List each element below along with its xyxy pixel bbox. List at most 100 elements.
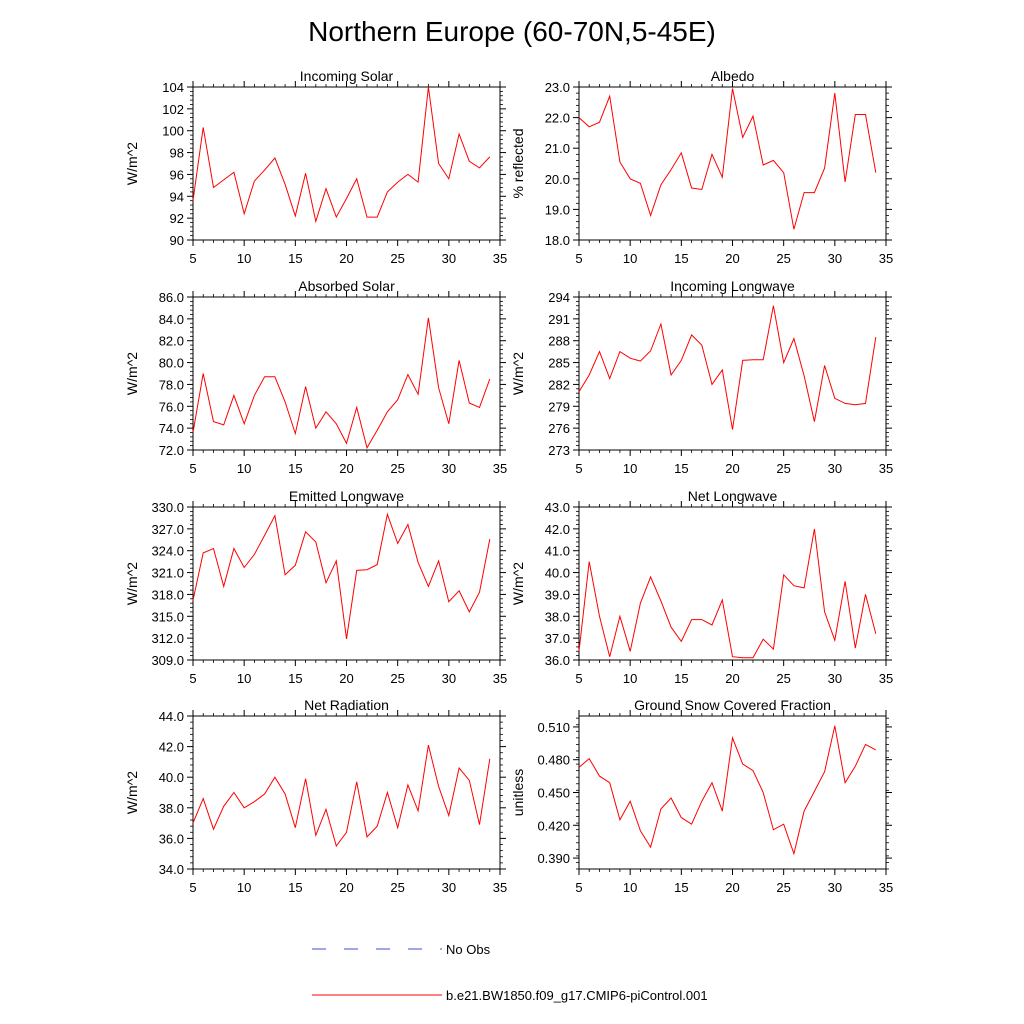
x-tick-label: 35 bbox=[493, 251, 507, 266]
x-tick-label: 10 bbox=[623, 880, 637, 895]
x-tick-label: 10 bbox=[623, 251, 637, 266]
x-tick-label: 10 bbox=[237, 671, 251, 686]
y-axis-label: W/m^2 bbox=[510, 352, 526, 395]
figure-title: Northern Europe (60-70N,5-45E) bbox=[308, 16, 716, 47]
y-axis-label: W/m^2 bbox=[124, 352, 140, 395]
x-tick-label: 30 bbox=[828, 880, 842, 895]
y-tick-label: 76.0 bbox=[159, 399, 184, 414]
y-tick-label: 92 bbox=[170, 211, 184, 226]
x-tick-label: 5 bbox=[575, 251, 582, 266]
x-tick-label: 15 bbox=[674, 251, 688, 266]
x-tick-label: 35 bbox=[879, 461, 893, 476]
y-tick-label: 34.0 bbox=[159, 862, 184, 877]
plot-frame bbox=[578, 506, 887, 661]
y-tick-label: 94 bbox=[170, 189, 184, 204]
y-axis-label: unitless bbox=[510, 769, 526, 816]
x-tick-label: 10 bbox=[237, 880, 251, 895]
x-tick-label: 35 bbox=[493, 461, 507, 476]
x-tick-label: 10 bbox=[623, 671, 637, 686]
x-tick-label: 10 bbox=[237, 461, 251, 476]
x-tick-label: 20 bbox=[339, 251, 353, 266]
panel-title: Absorbed Solar bbox=[298, 278, 395, 294]
plot-frame bbox=[578, 86, 887, 241]
chart-panel: Absorbed Solar W/m^2 5 10 15 20 25 30 35 72.0 74.0… bbox=[124, 278, 507, 476]
y-tick-label: 21.0 bbox=[545, 141, 570, 156]
y-tick-label: 104 bbox=[162, 80, 184, 95]
panel-title: Emitted Longwave bbox=[289, 488, 404, 504]
x-tick-label: 20 bbox=[339, 880, 353, 895]
x-tick-label: 30 bbox=[828, 671, 842, 686]
x-tick-label: 15 bbox=[288, 251, 302, 266]
chart-panel: Net Radiation W/m^2 5 10 15 20 25 30 35 34.0 36.0 3… bbox=[124, 697, 507, 895]
y-tick-label: 40.0 bbox=[545, 566, 570, 581]
x-tick-label: 15 bbox=[674, 671, 688, 686]
y-tick-label: 318.0 bbox=[151, 587, 184, 602]
series-line bbox=[192, 512, 491, 639]
y-tick-label: 37.0 bbox=[545, 631, 570, 646]
x-tick-label: 5 bbox=[575, 671, 582, 686]
x-tick-label: 20 bbox=[339, 671, 353, 686]
x-tick-label: 25 bbox=[776, 251, 790, 266]
y-tick-label: 96 bbox=[170, 167, 184, 182]
y-axis-label: W/m^2 bbox=[124, 142, 140, 185]
y-tick-label: 82.0 bbox=[159, 334, 184, 349]
x-tick-label: 5 bbox=[575, 880, 582, 895]
y-tick-label: 38.0 bbox=[545, 609, 570, 624]
y-tick-label: 36.0 bbox=[545, 653, 570, 668]
y-tick-label: 78.0 bbox=[159, 377, 184, 392]
chart-panel: Incoming Solar W/m^2 5 10 15 20 25 30 35 90 92 94 96… bbox=[124, 68, 507, 266]
x-tick-label: 15 bbox=[288, 461, 302, 476]
x-tick-label: 25 bbox=[390, 251, 404, 266]
y-tick-label: 44.0 bbox=[159, 709, 184, 724]
panel-title: Incoming Longwave bbox=[670, 278, 795, 294]
y-tick-label: 74.0 bbox=[159, 421, 184, 436]
x-tick-label: 35 bbox=[879, 880, 893, 895]
series-line bbox=[192, 744, 491, 848]
y-axis-label: W/m^2 bbox=[124, 562, 140, 605]
y-tick-label: 324.0 bbox=[151, 544, 184, 559]
x-tick-label: 30 bbox=[828, 251, 842, 266]
y-tick-label: 102 bbox=[162, 102, 184, 117]
y-tick-label: 39.0 bbox=[545, 587, 570, 602]
y-tick-label: 309.0 bbox=[151, 653, 184, 668]
x-tick-label: 25 bbox=[776, 671, 790, 686]
x-tick-label: 20 bbox=[725, 251, 739, 266]
y-tick-label: 0.480 bbox=[537, 753, 570, 768]
y-tick-label: 276 bbox=[548, 421, 570, 436]
y-axis-label: W/m^2 bbox=[510, 562, 526, 605]
plot-frame bbox=[192, 296, 501, 451]
x-tick-label: 35 bbox=[493, 880, 507, 895]
x-tick-label: 20 bbox=[725, 461, 739, 476]
x-tick-label: 5 bbox=[189, 461, 196, 476]
y-tick-label: 0.390 bbox=[537, 851, 570, 866]
y-tick-label: 40.0 bbox=[159, 770, 184, 785]
chart-panel: Emitted Longwave W/m^2 5 10 15 20 25 30 35 309.0 3… bbox=[124, 488, 507, 686]
panel-title: Ground Snow Covered Fraction bbox=[634, 697, 831, 713]
y-tick-label: 38.0 bbox=[159, 801, 184, 816]
y-tick-label: 327.0 bbox=[151, 522, 184, 537]
x-tick-label: 10 bbox=[237, 251, 251, 266]
chart-panel: Incoming Longwave W/m^2 5 10 15 20 25 30 35 273 27… bbox=[510, 278, 893, 476]
legend: No Obs b.e21.BW1850.f09_g17.CMIP6-piCont… bbox=[312, 942, 708, 1003]
y-tick-label: 20.0 bbox=[545, 172, 570, 187]
y-tick-label: 279 bbox=[548, 399, 570, 414]
x-tick-label: 30 bbox=[442, 880, 456, 895]
y-tick-label: 43.0 bbox=[545, 500, 570, 515]
x-tick-label: 15 bbox=[674, 461, 688, 476]
x-tick-label: 25 bbox=[776, 880, 790, 895]
y-tick-label: 98 bbox=[170, 146, 184, 161]
y-tick-label: 282 bbox=[548, 377, 570, 392]
plot-frame bbox=[192, 86, 501, 241]
x-tick-label: 25 bbox=[776, 461, 790, 476]
y-tick-label: 19.0 bbox=[545, 202, 570, 217]
y-axis-label: % reflected bbox=[510, 128, 526, 198]
y-tick-label: 41.0 bbox=[545, 544, 570, 559]
panel-title: Net Longwave bbox=[688, 488, 778, 504]
y-tick-label: 86.0 bbox=[159, 290, 184, 305]
chart-panels: Incoming Solar W/m^2 5 10 15 20 25 30 35 90 92 94 96… bbox=[124, 68, 893, 895]
x-tick-label: 30 bbox=[828, 461, 842, 476]
x-tick-label: 30 bbox=[442, 671, 456, 686]
y-tick-label: 330.0 bbox=[151, 500, 184, 515]
x-tick-label: 35 bbox=[493, 671, 507, 686]
x-tick-label: 5 bbox=[189, 880, 196, 895]
